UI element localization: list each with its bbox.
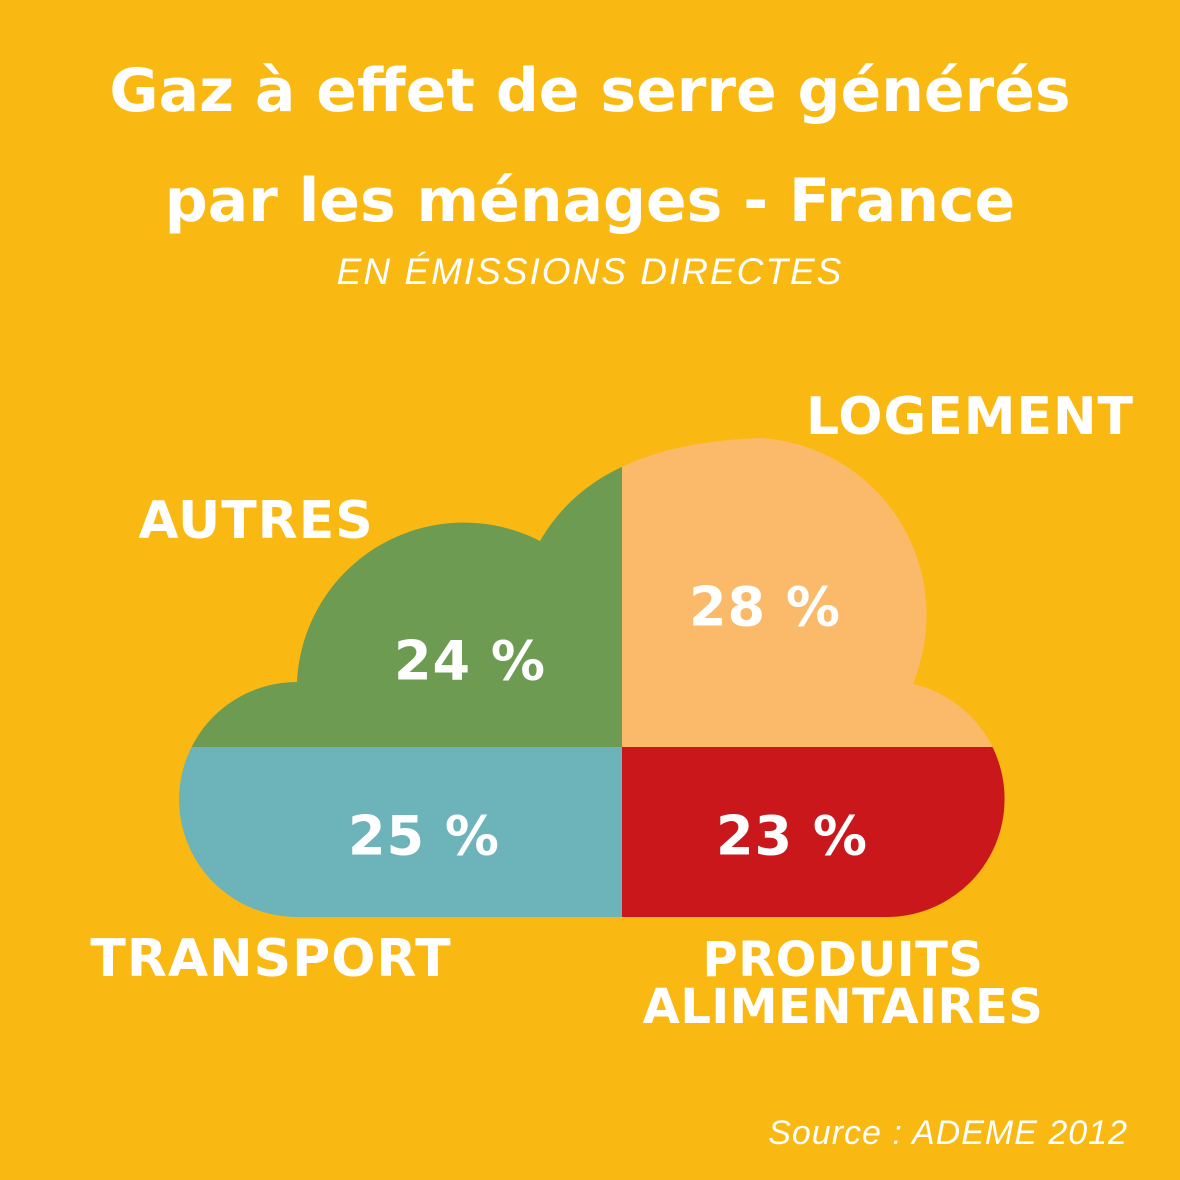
value-label-autres: 24 % — [394, 630, 546, 693]
value-label-transport: 25 % — [348, 805, 500, 868]
value-label-logement: 28 % — [689, 576, 841, 639]
segment-label-transport: TRANSPORT — [90, 929, 451, 989]
segment-label-autres: AUTRES — [138, 491, 373, 551]
segment-label-produits-line-1: PRODUITS — [643, 937, 1044, 984]
segment-label-produits: PRODUITS ALIMENTAIRES — [643, 937, 1044, 1031]
infographic-canvas: Gaz à effet de serre générés par les mén… — [0, 0, 1180, 1180]
value-label-produits: 23 % — [716, 805, 868, 868]
source-credit: Source : ADEME 2012 — [768, 1114, 1128, 1153]
segment-label-logement: LOGEMENT — [806, 387, 1134, 447]
segment-label-produits-line-2: ALIMENTAIRES — [643, 984, 1044, 1031]
